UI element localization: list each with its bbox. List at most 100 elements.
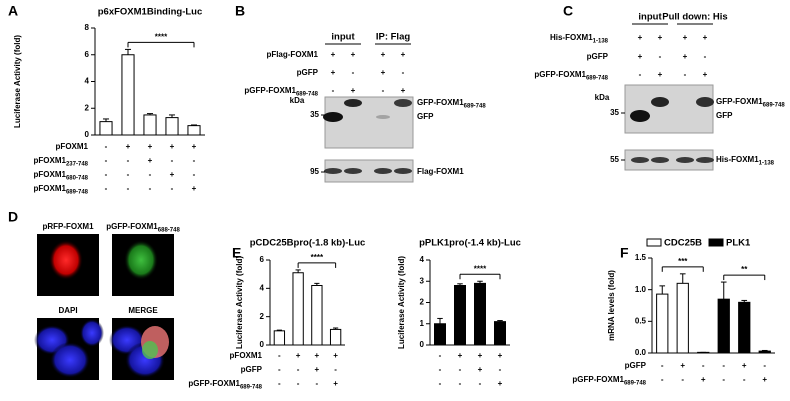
label-text: pGFP-FOXM1 bbox=[534, 70, 586, 79]
y-axis-label: Luciferase Activity (fold) bbox=[397, 256, 406, 349]
y-tick-label: 8 bbox=[85, 23, 90, 32]
blot-band bbox=[394, 99, 412, 107]
blot-band bbox=[394, 168, 412, 174]
condition-mark: - bbox=[439, 365, 442, 374]
size-marker: 95 bbox=[310, 167, 319, 176]
image-label: DAPI bbox=[58, 306, 77, 315]
significance-label: **** bbox=[155, 33, 168, 42]
bar bbox=[143, 114, 157, 136]
blot-mark: + bbox=[683, 52, 688, 61]
size-marker: 35 bbox=[610, 108, 619, 117]
chart-title: pPLK1pro(-1.4 kb)-Luc bbox=[419, 238, 521, 249]
blot-mark: + bbox=[381, 68, 386, 77]
blot-mark: + bbox=[331, 50, 336, 59]
label-text: pGFP bbox=[297, 68, 319, 77]
condition-mark: + bbox=[148, 156, 153, 165]
bar bbox=[676, 282, 689, 354]
condition-mark: - bbox=[127, 170, 130, 179]
panel-letter: C bbox=[563, 3, 573, 19]
condition-mark: + bbox=[498, 351, 503, 360]
blot-mark: + bbox=[331, 68, 336, 77]
blot-band bbox=[676, 157, 694, 163]
condition-mark: - bbox=[439, 351, 442, 360]
size-marker: 55 bbox=[610, 155, 619, 164]
bar bbox=[99, 121, 113, 136]
blot-band bbox=[324, 168, 342, 174]
label-text: pGFP-FOXM1 bbox=[188, 379, 240, 388]
label-text: pGFP bbox=[587, 52, 609, 61]
blot-row-label: pGFP bbox=[587, 52, 609, 61]
blot-band bbox=[344, 168, 362, 174]
condition-label: pFOXM1689-748 bbox=[34, 184, 89, 195]
y-tick-label: 1 bbox=[420, 319, 425, 328]
band-label: GFP bbox=[716, 111, 733, 120]
condition-mark: - bbox=[127, 184, 130, 193]
image-label: MERGE bbox=[128, 306, 158, 315]
band-label: GFP-FOXM1689-748 bbox=[716, 97, 785, 108]
blot-band bbox=[631, 157, 649, 163]
bar bbox=[738, 301, 751, 354]
y-axis-label: mRNA levels (fold) bbox=[607, 270, 616, 341]
blot-row-label: His-FOXM11-138 bbox=[550, 33, 609, 44]
label-text: His-FOXM1 bbox=[550, 33, 593, 42]
blot-mark: - bbox=[332, 86, 335, 95]
nucleus bbox=[50, 342, 90, 378]
micrographs bbox=[34, 234, 174, 380]
panel-letter: F bbox=[620, 245, 629, 261]
condition-mark: - bbox=[105, 142, 108, 151]
label-text: DAPI bbox=[58, 306, 77, 315]
condition-mark: - bbox=[105, 156, 108, 165]
blot-row-label: pFlag-FOXM1 bbox=[266, 50, 318, 59]
label-text: pFOXM1 bbox=[34, 184, 67, 193]
label-text: pFOXM1 bbox=[230, 351, 263, 360]
bar bbox=[311, 285, 323, 346]
condition-mark: - bbox=[722, 361, 725, 370]
condition-mark: - bbox=[278, 379, 281, 388]
condition-label: pFOXM1680-748 bbox=[34, 170, 89, 181]
y-tick-label: 2 bbox=[420, 298, 425, 307]
condition-mark: - bbox=[171, 156, 174, 165]
label-subscript: 237-748 bbox=[66, 161, 89, 167]
condition-label: pFOXM1 bbox=[230, 351, 263, 360]
y-tick-label: 0.5 bbox=[635, 316, 647, 325]
condition-mark: + bbox=[315, 351, 320, 360]
nucleus bbox=[49, 240, 83, 280]
blot-mark: - bbox=[382, 86, 385, 95]
blot-mark: - bbox=[704, 52, 707, 61]
y-tick-label: 6 bbox=[260, 255, 265, 264]
condition-label: pFOXM1 bbox=[56, 142, 89, 151]
bar bbox=[717, 298, 730, 354]
blot-header: IP: Flag bbox=[376, 32, 411, 43]
blot-row-label: pGFP bbox=[297, 68, 319, 77]
blot-membrane bbox=[624, 84, 714, 134]
label-subscript: 689-748 bbox=[66, 189, 89, 195]
bar bbox=[474, 282, 486, 346]
blot-mark: - bbox=[659, 52, 662, 61]
condition-mark: + bbox=[192, 184, 197, 193]
y-tick-label: 6 bbox=[85, 50, 90, 59]
condition-mark: - bbox=[722, 375, 725, 384]
y-tick-label: 4 bbox=[260, 283, 265, 292]
condition-mark: - bbox=[316, 379, 319, 388]
y-tick-label: 1.5 bbox=[635, 253, 647, 262]
bar bbox=[273, 330, 286, 346]
condition-mark: + bbox=[148, 142, 153, 151]
condition-mark: + bbox=[742, 361, 747, 370]
label-text: pFlag-FOXM1 bbox=[266, 50, 318, 59]
chart-title: p6xFOXM1Binding-Luc bbox=[98, 7, 203, 18]
legend-swatch bbox=[708, 238, 724, 247]
condition-mark: - bbox=[149, 184, 152, 193]
label-subscript: 689-748 bbox=[240, 384, 263, 390]
label-text: pGFP-FOXM1 bbox=[572, 375, 624, 384]
condition-mark: - bbox=[743, 375, 746, 384]
blot-band bbox=[374, 168, 392, 174]
condition-mark: + bbox=[762, 375, 767, 384]
condition-mark: - bbox=[278, 351, 281, 360]
blot-band bbox=[323, 112, 343, 122]
blot-mark: + bbox=[658, 33, 663, 42]
label-subscript: 1-138 bbox=[759, 160, 775, 166]
significance-label: *** bbox=[678, 257, 688, 266]
label-text: pFOXM1 bbox=[34, 156, 67, 165]
panel-letter: E bbox=[232, 245, 241, 261]
condition-mark: - bbox=[127, 156, 130, 165]
